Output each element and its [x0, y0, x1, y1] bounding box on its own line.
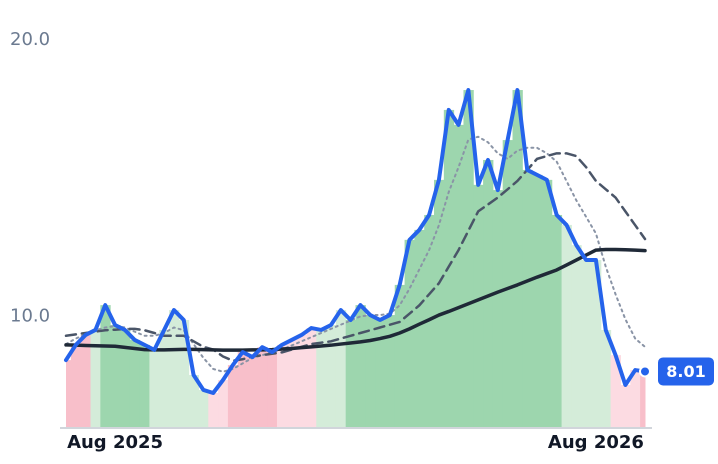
area-block	[384, 315, 396, 427]
area-block	[502, 140, 514, 427]
area-block	[218, 380, 229, 427]
area-block	[375, 320, 386, 427]
area-block	[541, 179, 553, 427]
area-block	[591, 260, 602, 427]
area-block	[404, 239, 415, 427]
area-block	[345, 320, 356, 427]
area-block	[473, 184, 484, 427]
area-group	[66, 90, 646, 427]
area-block	[492, 190, 504, 427]
area-block	[178, 320, 190, 427]
area-block	[159, 329, 170, 427]
area-block	[227, 365, 239, 427]
area-block	[100, 305, 111, 427]
area-block	[522, 169, 533, 427]
area-block	[394, 284, 406, 427]
area-block	[512, 90, 523, 427]
area-block	[532, 174, 543, 427]
area-block	[620, 384, 631, 427]
area-block	[237, 352, 249, 427]
price-line	[64, 88, 647, 395]
area-block	[434, 179, 445, 427]
area-block	[198, 389, 209, 427]
area-block	[267, 352, 278, 427]
average-line	[64, 247, 647, 352]
area-block	[640, 371, 646, 427]
area-block	[414, 229, 425, 427]
area-block	[326, 324, 337, 427]
area-block	[247, 357, 258, 427]
area-block	[581, 260, 592, 427]
area-block	[110, 324, 121, 427]
area-block	[355, 305, 366, 427]
area-block	[286, 339, 298, 427]
area-block	[169, 310, 180, 427]
area-block	[276, 344, 288, 427]
area-block	[257, 347, 268, 427]
area-block	[188, 375, 199, 427]
area-block	[335, 310, 347, 427]
y-tick-label: 20.0	[10, 29, 50, 50]
x-tick-label: Aug 2026	[548, 432, 644, 453]
area-block	[630, 370, 641, 427]
area-block	[600, 329, 612, 427]
last-point	[639, 365, 651, 378]
area-block	[129, 339, 141, 427]
area-block	[483, 159, 494, 427]
area-block	[90, 329, 101, 427]
area-block	[80, 334, 92, 427]
x-tick-label: Aug 2025	[67, 432, 163, 453]
area-block	[561, 224, 572, 427]
area-block	[66, 360, 72, 427]
area-block	[463, 90, 474, 427]
area-block	[551, 214, 563, 427]
area-block	[208, 392, 219, 427]
area-block	[571, 245, 582, 427]
area-block	[365, 315, 376, 427]
value-badge-label: 8.01	[666, 362, 705, 381]
area-block	[453, 124, 464, 427]
area-block	[139, 344, 150, 427]
area-block	[296, 334, 307, 427]
area-block	[149, 349, 160, 427]
area-block	[119, 329, 131, 427]
value-badge	[658, 357, 714, 386]
area-block	[70, 344, 82, 427]
y-tick-label: 10.0	[10, 305, 50, 326]
area-block	[610, 355, 621, 427]
area-block	[316, 329, 327, 427]
area-block	[306, 328, 317, 427]
